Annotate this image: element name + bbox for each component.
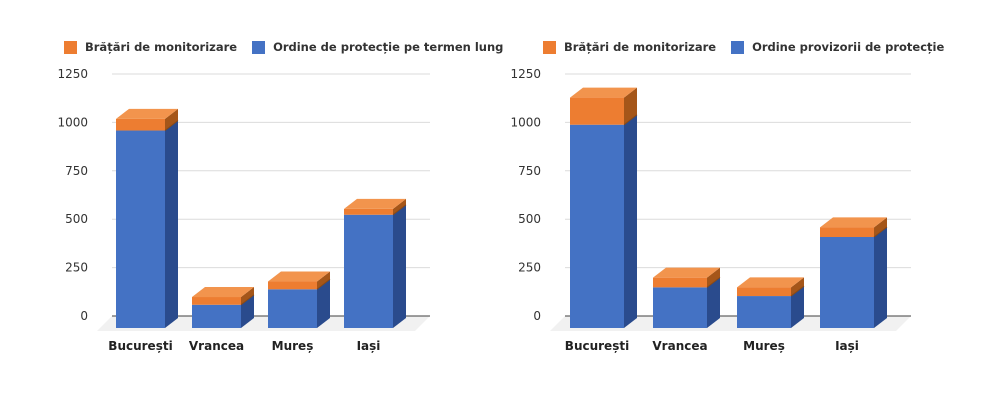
chart-left-ordine-termen-lung: Brățări de monitorizare Ordine de protec… [0,0,503,404]
legend-label-bratari: Brățări de monitorizare [85,40,238,54]
legend-swatch-blue [731,40,745,54]
svg-text:Mureș: Mureș [272,339,314,353]
svg-text:250: 250 [65,261,88,275]
legend-swatch-orange [543,40,556,54]
svg-text:Vrancea: Vrancea [652,339,707,353]
legend-swatch-blue [252,40,266,54]
svg-text:Vrancea: Vrancea [189,339,244,353]
svg-text:1250: 1250 [510,67,541,81]
svg-text:București: București [565,339,629,353]
svg-text:Iași: Iași [357,339,381,353]
svg-text:1000: 1000 [510,115,541,129]
svg-text:0: 0 [533,309,541,323]
svg-text:750: 750 [518,164,541,178]
legend-item-ordine-termen-lung: Ordine de protecție pe termen lung [252,40,503,54]
legend-label-ordine: Ordine de protecție pe termen lung [273,40,504,54]
legend-swatch-orange [64,40,77,54]
svg-text:250: 250 [518,261,541,275]
svg-text:750: 750 [65,164,88,178]
svg-text:500: 500 [65,212,88,226]
svg-text:București: București [108,339,172,353]
svg-text:Mureș: Mureș [743,339,785,353]
svg-text:Iași: Iași [835,339,859,353]
chart-left-canvas: 0 250 500 750 1000 1250 București Vrancea Mureș I… [57,67,430,353]
legend-item-bratari-monitorizare: Brățări de monitorizare [543,40,716,54]
legend-item-ordine-provizorii: Ordine provizorii de protecție [731,40,944,54]
svg-text:0: 0 [80,309,88,323]
chart-right-canvas: 0 250 500 750 1000 1250 București Vrancea Mureș I… [510,67,911,353]
chart-left-legend: Brățări de monitorizare Ordine de protec… [64,40,503,54]
chart-right-ordine-provizorii: Brățări de monitorizare Ordine provizori… [455,0,1000,404]
chart-right-legend: Brățări de monitorizare Ordine provizori… [543,40,944,54]
svg-text:1000: 1000 [57,115,88,129]
svg-text:500: 500 [518,212,541,226]
legend-item-bratari-monitorizare: Brățări de monitorizare [64,40,237,54]
svg-text:1250: 1250 [57,67,88,81]
legend-label-ordine: Ordine provizorii de protecție [752,40,945,54]
legend-label-bratari: Brățări de monitorizare [564,40,717,54]
